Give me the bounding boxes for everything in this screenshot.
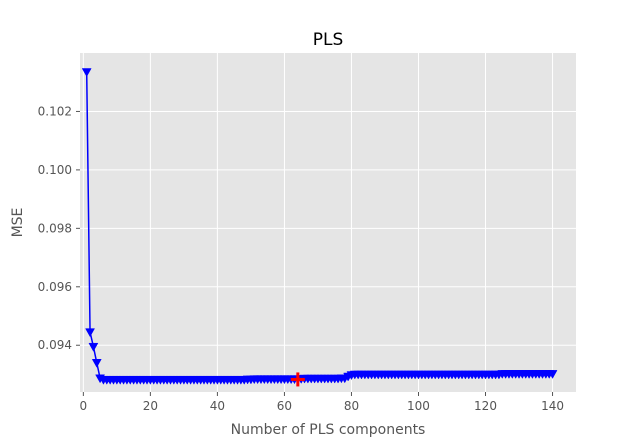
x-tick-label: 0 [80,399,88,413]
data-point-marker [88,342,99,352]
x-tick-label: 120 [474,399,497,413]
x-tick-label: 20 [143,399,158,413]
x-tick-label: 40 [210,399,225,413]
y-tick-label: 0.098 [38,221,72,235]
x-axis-label: Number of PLS components [231,422,426,438]
x-tick-label: 60 [277,399,292,413]
data-point-marker [91,359,102,368]
x-tick-label: 100 [407,399,430,413]
data-point-marker [85,328,95,338]
y-tick-label: 0.102 [38,104,72,118]
grid-lines [80,53,576,392]
y-axis-label: MSE [10,208,26,238]
plot-area [80,53,576,392]
data-point-marker [81,68,92,78]
axis-ticks: 0 20 40 60 80 100 120 140 0.094 0.096 0.098 0.100 0.… [38,104,564,413]
x-tick-label: 140 [541,399,564,413]
chart-title: PLS [313,30,344,50]
y-tick-label: 0.096 [38,280,72,294]
highlight-layer [290,372,305,387]
y-tick-label: 0.100 [38,163,72,177]
data-point-marker [547,370,558,379]
y-tick-label: 0.094 [38,338,72,352]
x-tick-label: 80 [344,399,359,413]
